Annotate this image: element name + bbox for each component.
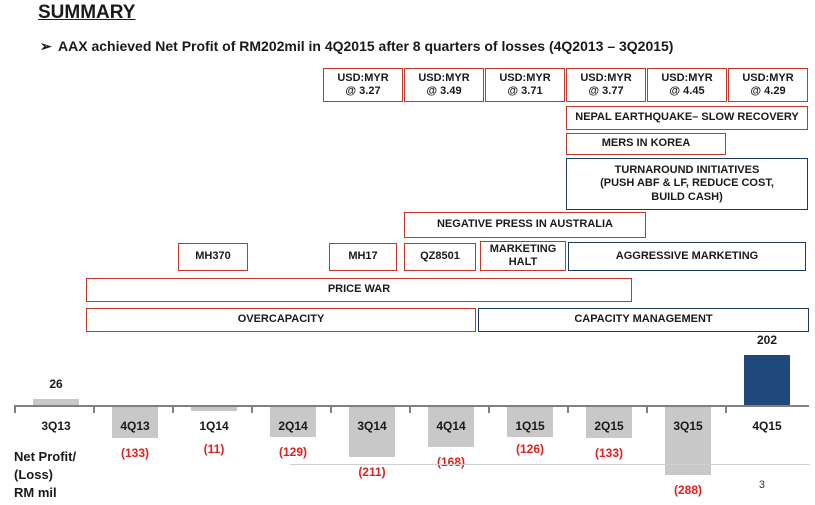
headline-bullet: ➢ AAX achieved Net Profit of RM202mil in … (40, 38, 673, 55)
negative-press-box: NEGATIVE PRESS IN AUSTRALIA (404, 212, 646, 238)
bar-1q14 (191, 407, 237, 411)
mh17-box: MH17 (329, 243, 397, 271)
bar-2q14 (270, 407, 316, 438)
capacity-management-box: CAPACITY MANAGEMENT (478, 308, 809, 332)
arrow-bullet-icon: ➢ (40, 38, 52, 54)
fx-box-4: USD:MYR @ 3.77 (566, 68, 646, 102)
fx-box-1: USD:MYR @ 3.27 (323, 68, 403, 102)
nepal-earthquake-box: NEPAL EARTHQUAKE– SLOW RECOVERY (566, 106, 808, 130)
bar-3q14 (349, 407, 395, 457)
fx-box-6: USD:MYR @ 4.29 (728, 68, 808, 102)
value-label: (133) (120, 446, 149, 461)
marketing-halt-line: MARKETING (489, 242, 557, 255)
turnaround-line: BUILD CASH) (651, 190, 723, 203)
bar-1q15 (507, 407, 553, 437)
row-label-line: RM mil (14, 485, 57, 500)
fx-box-2: USD:MYR @ 3.49 (404, 68, 484, 102)
value-label: (211) (358, 464, 386, 479)
category-label: 4Q14 (436, 419, 466, 433)
value-label: 202 (756, 333, 778, 347)
value-label: (288) (673, 483, 702, 497)
category-label: 1Q14 (199, 419, 229, 433)
bar-3q13 (33, 398, 79, 405)
bar-4q15 (744, 355, 790, 405)
fx-label: USD:MYR (742, 71, 794, 84)
fx-box-3: USD:MYR @ 3.71 (485, 68, 565, 102)
turnaround-line: (PUSH ABF & LF, REDUCE COST, (600, 177, 774, 190)
row-label: Net Profit/ (Loss) RM mil (14, 448, 76, 502)
decorative-line (290, 464, 810, 465)
bar-2q15 (586, 407, 632, 439)
axis-tick (14, 405, 16, 413)
fx-label: USD:MYR (499, 71, 551, 84)
axis-tick (172, 405, 174, 413)
category-label: 4Q13 (120, 419, 150, 433)
axis-tick (646, 405, 648, 413)
page-number: 3 (758, 479, 765, 491)
category-label: 2Q15 (594, 419, 624, 433)
mh370-box: MH370 (178, 243, 248, 271)
fx-label: USD:MYR (337, 71, 389, 84)
value-label: (168) (436, 454, 465, 469)
marketing-halt-box: MARKETING HALT (480, 241, 566, 271)
axis-tick (409, 405, 411, 413)
fx-rate: @ 3.27 (345, 85, 381, 97)
x-axis (14, 405, 809, 407)
value-label: (129) (278, 445, 307, 460)
turnaround-line: TURNAROUND INITIATIVES (614, 164, 760, 177)
price-war-box: PRICE WAR (86, 278, 632, 302)
headline-text: AAX achieved Net Profit of RM202mil in 4… (58, 38, 674, 54)
bar-4q14 (428, 407, 474, 447)
fx-rate: @ 3.71 (507, 85, 543, 97)
category-label: 3Q15 (673, 419, 703, 433)
bar-4q13 (112, 407, 158, 439)
fx-label: USD:MYR (580, 71, 632, 84)
row-label-line: Net Profit/ (14, 449, 77, 464)
category-label: 4Q15 (752, 419, 782, 433)
value-label: (126) (515, 442, 544, 456)
axis-tick (567, 405, 569, 413)
axis-tick (725, 405, 727, 413)
value-label: (11) (203, 442, 225, 456)
marketing-halt-line: HALT (508, 256, 538, 268)
value-label: (133) (594, 446, 623, 461)
mers-korea-box: MERS IN KOREA (566, 133, 726, 155)
bar-3q15 (665, 407, 711, 475)
category-label: 1Q15 (515, 419, 545, 433)
fx-rate: @ 4.45 (669, 85, 705, 97)
overcapacity-box: OVERCAPACITY (86, 308, 476, 332)
category-label: 3Q13 (41, 419, 71, 433)
category-label: 3Q14 (357, 419, 387, 433)
fx-rate: @ 3.77 (588, 85, 624, 97)
value-label: 26 (49, 376, 63, 391)
fx-label: USD:MYR (418, 71, 470, 84)
qz8501-box: QZ8501 (404, 243, 476, 271)
fx-label: USD:MYR (661, 71, 713, 84)
page-title: SUMMARY (38, 2, 136, 23)
fx-rate: @ 4.29 (750, 85, 786, 97)
fx-box-5: USD:MYR @ 4.45 (647, 68, 727, 102)
category-label: 2Q14 (278, 419, 308, 433)
aggressive-marketing-box: AGGRESSIVE MARKETING (568, 242, 806, 271)
axis-tick (251, 405, 253, 413)
turnaround-box: TURNAROUND INITIATIVES (PUSH ABF & LF, R… (566, 158, 808, 210)
row-label-line: (Loss) (14, 467, 53, 482)
axis-tick (330, 405, 332, 413)
axis-tick (93, 405, 95, 413)
fx-rate: @ 3.49 (426, 85, 462, 97)
axis-tick (488, 405, 490, 413)
